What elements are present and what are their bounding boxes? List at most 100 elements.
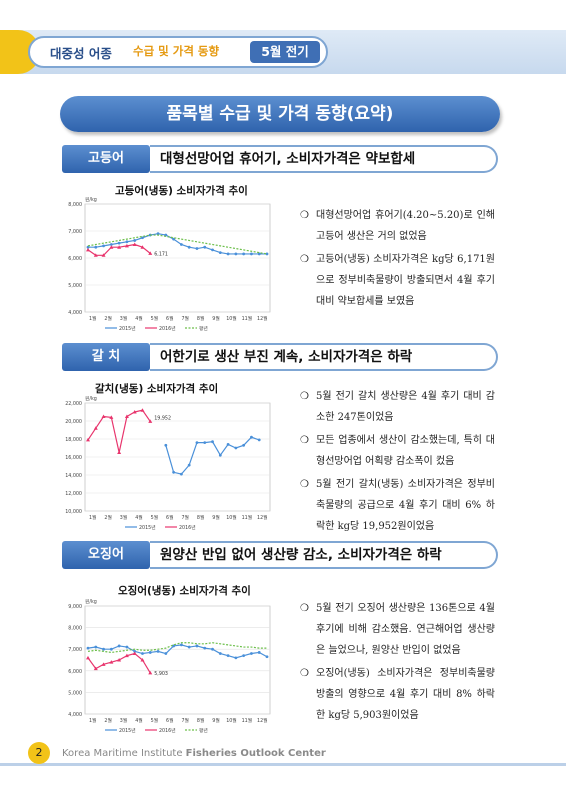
data-point (140, 408, 145, 412)
x-tick-label: 8월 (197, 514, 204, 521)
bullet-item: ❍ 5월 전기 갈치(냉동) 소비자가격은 정부비축물량의 공급으로 4월 후기 … (300, 479, 495, 532)
data-point (164, 652, 168, 655)
data-label: 19,952 (154, 415, 171, 421)
data-point (93, 666, 98, 671)
x-tick-label: 12월 (257, 514, 268, 521)
data-point (226, 252, 230, 256)
data-point (226, 443, 230, 446)
y-tick-label: 14,000 (65, 473, 82, 479)
x-tick-label: 7월 (181, 717, 188, 724)
x-tick-label: 4월 (135, 514, 142, 521)
y-tick-label: 6,000 (68, 256, 82, 262)
data-point (102, 244, 105, 248)
data-point (179, 472, 183, 476)
data-point (124, 414, 129, 418)
bullet-item: ❍ 오징어(냉동) 소비자가격은 정부비축물량 방출의 영향으로 4월 후기 대비… (300, 668, 495, 721)
data-point (94, 245, 98, 249)
data-point (156, 649, 160, 653)
data-point (125, 645, 129, 649)
data-point (156, 232, 160, 236)
x-tick-label: 5월 (151, 717, 158, 724)
x-tick-label: 1월 (89, 717, 96, 724)
data-point (148, 651, 152, 654)
data-point (125, 240, 129, 244)
x-tick-label: 9월 (212, 717, 219, 724)
y-tick-label: 18,000 (65, 437, 82, 443)
data-point (211, 440, 214, 444)
data-point (218, 453, 222, 457)
x-tick-label: 4월 (135, 717, 142, 724)
data-point (203, 441, 207, 444)
data-point (109, 245, 114, 249)
data-point (101, 253, 106, 257)
x-tick-label: 3월 (120, 514, 127, 521)
legend-label: 2016년 (159, 325, 176, 332)
x-tick-label: 7월 (181, 514, 188, 521)
bullet-item: ❍ 대형선망어업 휴어기(4.20~5.20)로 인해 고등어 생산은 거의 없었… (300, 210, 495, 242)
footer-text: Korea Maritime Institute Fisheries Outlo… (62, 748, 326, 759)
data-point (187, 463, 191, 467)
legend-label: 2016년 (179, 524, 196, 531)
data-point (234, 446, 238, 450)
data-point (187, 645, 191, 649)
data-point (133, 649, 137, 653)
x-tick-label: 6월 (166, 315, 173, 322)
header-title: 대중성 어종 (50, 46, 112, 61)
data-point (86, 655, 90, 660)
data-point (132, 410, 137, 414)
data-point (117, 450, 122, 454)
footer-center: Fisheries Outlook Center (185, 748, 326, 759)
data-point (242, 252, 246, 256)
header-subtitle: 수급 및 가격 동향 (133, 44, 220, 58)
data-point (148, 251, 153, 255)
data-point (101, 414, 106, 418)
section-headline: 대형선망어업 휴어기, 소비자가격은 약보합세 (160, 151, 416, 167)
y-tick-label: 22,000 (65, 401, 82, 407)
x-tick-label: 9월 (212, 514, 219, 521)
data-point (109, 647, 113, 651)
section-tag-squid: 오징어 (62, 541, 150, 569)
y-tick-label: 9,000 (68, 604, 82, 610)
x-tick-label: 12월 (257, 315, 268, 322)
y-tick-label: 5,000 (68, 690, 82, 696)
y-tick-label: 7,000 (68, 229, 82, 235)
data-point (242, 443, 246, 447)
period-badge: 5월 전기 (250, 41, 320, 63)
x-tick-label: 9월 (212, 315, 219, 322)
section-tag-mackerel: 고등어 (62, 145, 150, 173)
plot-area (84, 605, 271, 715)
x-tick-label: 11월 (242, 514, 253, 521)
bullet-item: ❍ 5월 전기 갈치 생산량은 4월 후기 대비 감소한 247톤이었음 (300, 391, 495, 423)
bullet-item: ❍ 5월 전기 오징어 생산량은 136톤으로 4월 후기에 비해 감소했음. 연… (300, 603, 495, 656)
data-point (195, 644, 199, 648)
x-tick-label: 1월 (89, 315, 96, 322)
data-point (218, 652, 222, 655)
x-tick-label: 2월 (104, 514, 111, 521)
data-point (250, 435, 253, 439)
data-point (250, 652, 253, 655)
data-point (242, 654, 246, 658)
x-tick-label: 6월 (166, 514, 173, 521)
bullet-item: ❍ 고등어(냉동) 소비자가격은 kg당 6,171원으로 정부비축물량이 방출되… (300, 254, 495, 307)
x-tick-label: 12월 (257, 717, 268, 724)
data-point (148, 670, 153, 675)
data-label: 5,903 (154, 671, 168, 677)
data-point (211, 248, 214, 252)
legend-label: 2015년 (119, 325, 136, 332)
data-point (257, 252, 261, 256)
data-label: 6,171 (154, 251, 168, 257)
x-tick-label: 8월 (197, 315, 204, 322)
x-tick-label: 7월 (181, 315, 188, 322)
data-point (203, 646, 207, 650)
y-tick-label: 5,000 (68, 283, 82, 289)
x-tick-label: 1월 (89, 514, 96, 521)
x-tick-label: 6월 (166, 717, 173, 724)
x-tick-label: 8월 (197, 717, 204, 724)
data-point (141, 652, 144, 655)
y-tick-label: 7,000 (68, 647, 82, 653)
chart-title: 갈치(냉동) 소비자가격 추이 (95, 383, 219, 395)
x-tick-label: 3월 (120, 315, 127, 322)
chart-hairtail-price: 10,000 12,000 14,000 16,000 18,000 20,000 22,0… (65, 395, 271, 531)
data-point (86, 245, 90, 249)
